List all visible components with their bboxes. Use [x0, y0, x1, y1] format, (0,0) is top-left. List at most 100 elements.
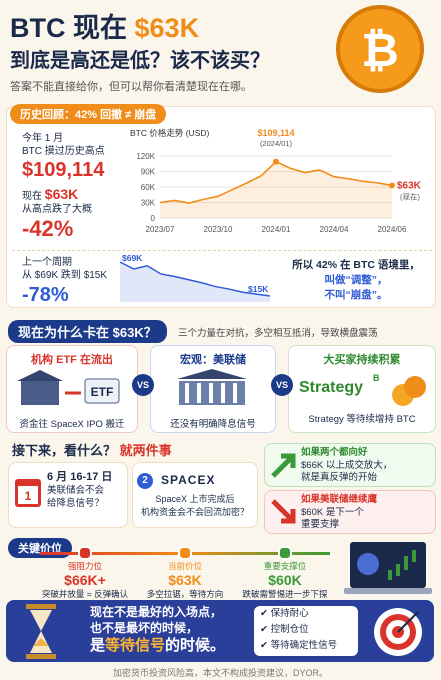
ath-block: 今年 1 月 BTC 摸过历史高点 $109,114 现在 $63K 从高点跌了…: [22, 132, 105, 242]
item-line: 给降息信号？: [47, 498, 105, 509]
etf-icon: ETF: [17, 370, 120, 405]
peak-point: [273, 158, 279, 165]
level: 当前价位 $63K 多空拉锯，等待方向: [130, 546, 240, 600]
footer: 加密货币投资风险高，本文不构成投资建议，DYOR。: [112, 668, 328, 678]
next-heading-text: 接下来，看什么？: [12, 443, 117, 458]
note-line: 所以 42% 在 BTC 语境里，: [292, 259, 420, 271]
line: [119, 261, 271, 297]
x-tick-label: 2023/10: [204, 225, 233, 234]
next-heading-hl: 就两件事: [119, 443, 172, 458]
conclusion-text: 现在不是最好的入场点， 也不是最坏的时候， 是等待信号的时候。: [90, 604, 225, 656]
strategy-sup: B: [373, 373, 380, 383]
peak-label: $109,114: [257, 128, 294, 138]
card: 大买家持续积累 Strategy B Strategy 等待续增持 BTC: [288, 345, 436, 433]
title-price: $63K: [134, 13, 200, 43]
outcome-line: 重要支撑: [301, 519, 340, 530]
end-point: [389, 182, 395, 189]
price-chart: BTC 价格走势 (USD) 0 30K 60K 90K 120K 2023/07 2023/…: [130, 128, 422, 234]
prev-block: 上一个周期 从 $69K 跌到 $15K -78%: [22, 256, 107, 308]
y-tick-label: 120K: [136, 152, 155, 161]
title-text: BTC 现在: [10, 13, 127, 43]
level-name: 强阻力位: [67, 561, 102, 571]
x-tick-label: 2024/04: [320, 225, 349, 234]
item-text: 6 月 16-17 日美联储会不会 给降息信号？: [47, 471, 112, 510]
check-item: 等待确定性信号: [270, 640, 338, 651]
level-desc: 跌破需警惕进一步下探: [242, 589, 328, 599]
watch-card: 2 SPACEX SpaceX 上市完成后 机构资金会不会回流加密？: [132, 462, 258, 528]
level: 强阻力位 $66K+ 突破并放量 = 反弹确认: [30, 546, 140, 600]
x-tick-label: 2023/07: [146, 225, 175, 234]
laptop-icon: [344, 542, 432, 594]
down-arrow: [271, 499, 296, 524]
card-title: 宏观：美联储: [180, 354, 246, 366]
outcome-title: 如果美联储继续鹰: [301, 494, 378, 505]
level-dot: [278, 546, 292, 560]
history-label: 历史回顾：42% 回撤 ≠ 崩盘: [10, 104, 167, 124]
y-tick-label: 0: [151, 214, 156, 223]
x-tick-label: 2024/06: [378, 225, 407, 234]
item-line: SpaceX 上市完成后: [155, 494, 235, 504]
prev-text: 从 $69K 跌到 $15K: [22, 270, 108, 281]
prev-label: 上一个周期: [22, 257, 72, 268]
level-price: $60K: [268, 572, 302, 588]
y-tick-label: 60K: [141, 183, 156, 192]
forces-sub: 三个力量在对抗，多空相互抵消，导致横盘震荡: [178, 328, 378, 339]
outcome-line: $60K 是下一个: [301, 506, 364, 518]
outcome-text: 如果美联储继续鹰 $60K 是下一个 重要支撑: [301, 494, 377, 532]
tagline: 答案不能直接给你，但可以帮你看清楚现在在哪。: [10, 81, 252, 93]
end-note: (现在): [400, 191, 420, 201]
drop: -42%: [22, 216, 74, 241]
check-item: 保持耐心: [270, 608, 309, 619]
conclusion-box: [6, 600, 434, 662]
outcome: 如果两个都向好 $66K 以上成交放大， 就是真反弹的开始: [264, 443, 436, 487]
item-num: 1: [25, 489, 32, 503]
conclusion-line: 现在不是最好的入场点，: [90, 605, 223, 619]
etf-text: ETF: [91, 385, 114, 399]
conclusion-post: 的时候。: [165, 637, 226, 654]
card-desc: Strategy 等待续增持 BTC: [308, 414, 416, 425]
item-date: 6 月 16-17 日: [47, 471, 113, 483]
now-label: 现在: [22, 191, 42, 202]
forces-heading: 现在为什么卡在 $63K？: [8, 320, 167, 343]
coins: [392, 376, 426, 406]
coin: ₿: [336, 5, 424, 93]
y-tick-label: 30K: [141, 199, 156, 208]
hourglass-icon: [26, 604, 56, 659]
prev-chart: $69K $15K: [119, 253, 271, 302]
strategy-text: Strategy: [299, 379, 364, 396]
outcome: 如果美联储继续鹰 $60K 是下一个 重要支撑: [264, 490, 436, 534]
level-desc: 多空拉锯，等待方向: [146, 589, 224, 599]
conclusion-pre: 是: [90, 637, 106, 654]
start-label: $69K: [122, 253, 143, 263]
check-item: 控制仓位: [270, 624, 309, 635]
next-heading: 接下来，看什么？ 就两件事: [12, 440, 172, 459]
coin-symbol: ₿: [361, 24, 399, 76]
history-box: [6, 106, 436, 308]
outcome-line: 就是真反弹的开始: [301, 472, 378, 483]
subtitle: 到底是高还是低？该不该买？: [10, 50, 270, 72]
target-icon: [374, 608, 422, 656]
end-label: $15K: [248, 284, 269, 294]
card: 宏观：美联储 还没有明确降息信号: [150, 345, 276, 433]
card-desc: 还没有明确降息信号: [170, 419, 256, 430]
title: BTC 现在 $63K: [10, 6, 199, 45]
level-dot: [78, 546, 92, 560]
up-arrow: [271, 453, 296, 478]
outcome-title: 如果两个都向好: [301, 447, 368, 458]
area: [160, 161, 392, 218]
chart-title: BTC 价格走势 (USD): [130, 128, 210, 138]
watch-card: 1 6 月 16-17 日美联储会不会 给降息信号？: [8, 462, 128, 528]
level-price: $63K: [168, 572, 202, 588]
level-name: 重要支撑位: [263, 561, 307, 571]
x-tick-label: 2024/01: [262, 225, 291, 234]
vs: VS: [271, 374, 293, 396]
item-line: 机构资金会不会回流加密？: [140, 507, 249, 517]
y-tick-label: 90K: [141, 168, 156, 177]
card-title: 机构 ETF 在流出: [31, 354, 113, 366]
level-price: $66K+: [64, 572, 106, 588]
divider: [12, 250, 432, 251]
level-name: 当前价位: [167, 561, 202, 571]
note: 所以 42% 在 BTC 语境里， 叫做“调整”， 不叫“崩盘”。: [282, 258, 430, 303]
note-line: 不叫“崩盘”。: [324, 289, 388, 301]
note-line: 叫做“调整”，: [324, 274, 388, 286]
